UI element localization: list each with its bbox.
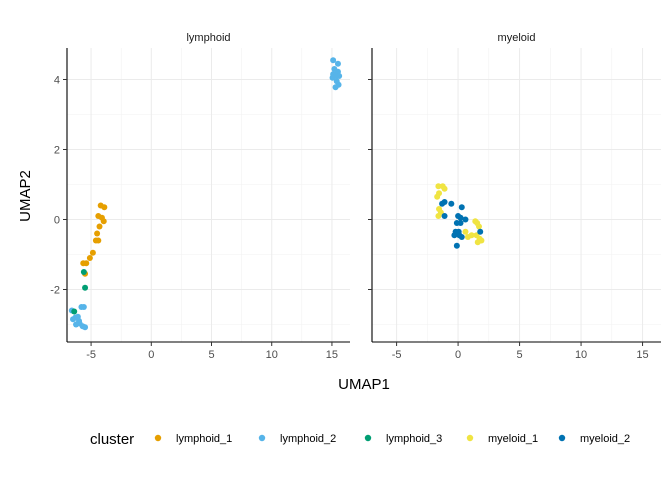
point-lymphoid_2 — [70, 316, 77, 323]
x-tick-label: 0 — [455, 349, 461, 361]
point-myeloid_1 — [441, 185, 448, 192]
point-lymphoid_1 — [95, 237, 102, 244]
x-tick-label: 5 — [208, 349, 214, 361]
facet-panel-lymphoid: lymphoid -5 0 5 10 15 -2 0 2 4 — [50, 32, 350, 361]
legend-label: myeloid_2 — [580, 433, 630, 445]
point-myeloid_2 — [458, 234, 465, 240]
point-myeloid_1 — [475, 223, 482, 230]
legend-label: lymphoid_3 — [386, 433, 442, 445]
point-lymphoid_1 — [94, 230, 101, 237]
legend-key-lymphoid_2 — [258, 434, 266, 442]
point-myeloid_1 — [462, 228, 469, 235]
point-lymphoid_2 — [329, 74, 336, 81]
facet-strip-label: myeloid — [498, 32, 536, 44]
point-lymphoid_3 — [82, 284, 89, 291]
point-lymphoid_1 — [86, 255, 93, 261]
point-lymphoid_3 — [71, 308, 78, 315]
x-tick-label: -5 — [86, 349, 96, 361]
point-myeloid_1 — [464, 234, 471, 240]
point-myeloid_1 — [435, 183, 442, 190]
point-lymphoid_1 — [100, 218, 107, 225]
point-lymphoid_2 — [334, 60, 341, 67]
point-myeloid_2 — [458, 204, 465, 211]
legend-label: lymphoid_1 — [176, 433, 232, 445]
point-myeloid_1 — [474, 239, 481, 246]
point-lymphoid_1 — [96, 223, 103, 230]
point-lymphoid_2 — [80, 304, 87, 310]
legend-key-lymphoid_1 — [154, 434, 162, 442]
point-lymphoid_3 — [80, 269, 87, 275]
facet-panel-myeloid: myeloid -5 0 5 10 15 — [368, 32, 661, 361]
x-tick-label: 15 — [326, 349, 338, 361]
point-myeloid_2 — [451, 232, 458, 239]
point-myeloid_1 — [434, 193, 441, 200]
point-myeloid_2 — [457, 214, 464, 221]
legend-item-myeloid_2: myeloid_2 — [558, 433, 630, 445]
legend-key-myeloid_1 — [466, 434, 474, 442]
legend-key-lymphoid_3 — [364, 434, 372, 442]
legend-item-myeloid_1: myeloid_1 — [466, 433, 538, 445]
legend-title: cluster — [90, 431, 134, 448]
point-myeloid_2 — [441, 213, 448, 219]
point-lymphoid_2 — [332, 84, 339, 91]
y-tick-label: 2 — [54, 145, 60, 157]
legend-key-myeloid_2 — [558, 434, 566, 442]
y-tick-label: 4 — [54, 75, 60, 87]
point-lymphoid_1 — [89, 249, 96, 256]
legend-item-lymphoid_2: lymphoid_2 — [258, 433, 336, 445]
point-myeloid_1 — [435, 213, 442, 219]
facet-strip-label: lymphoid — [186, 32, 230, 44]
legend-item-lymphoid_3: lymphoid_3 — [364, 433, 442, 445]
x-tick-label: -5 — [392, 349, 402, 361]
x-tick-label: 5 — [517, 349, 523, 361]
legend-label: myeloid_1 — [488, 433, 538, 445]
point-myeloid_2 — [448, 200, 455, 207]
legend: cluster lymphoid_1 lymphoid_2 lymphoid_3 my… — [90, 431, 630, 448]
x-tick-label: 10 — [575, 349, 587, 361]
point-myeloid_2 — [439, 200, 446, 207]
x-tick-label: 15 — [636, 349, 648, 361]
y-axis-title: UMAP2 — [17, 170, 34, 222]
x-tick-label: 0 — [148, 349, 154, 361]
legend-item-lymphoid_1: lymphoid_1 — [154, 433, 232, 445]
point-myeloid_2 — [462, 216, 469, 223]
point-myeloid_2 — [453, 242, 460, 249]
point-myeloid_2 — [457, 220, 464, 226]
point-myeloid_2 — [477, 228, 484, 235]
point-lymphoid_2 — [73, 321, 80, 328]
point-lymphoid_2 — [82, 324, 89, 331]
point-lymphoid_2 — [336, 73, 343, 79]
y-tick-label: 0 — [54, 215, 60, 227]
x-tick-label: 10 — [266, 349, 278, 361]
point-lymphoid_1 — [80, 260, 87, 267]
point-lymphoid_1 — [101, 204, 108, 211]
legend-label: lymphoid_2 — [280, 433, 336, 445]
y-tick-label: -2 — [50, 285, 60, 297]
point-lymphoid_2 — [330, 57, 337, 64]
x-axis-title: UMAP1 — [338, 376, 390, 393]
